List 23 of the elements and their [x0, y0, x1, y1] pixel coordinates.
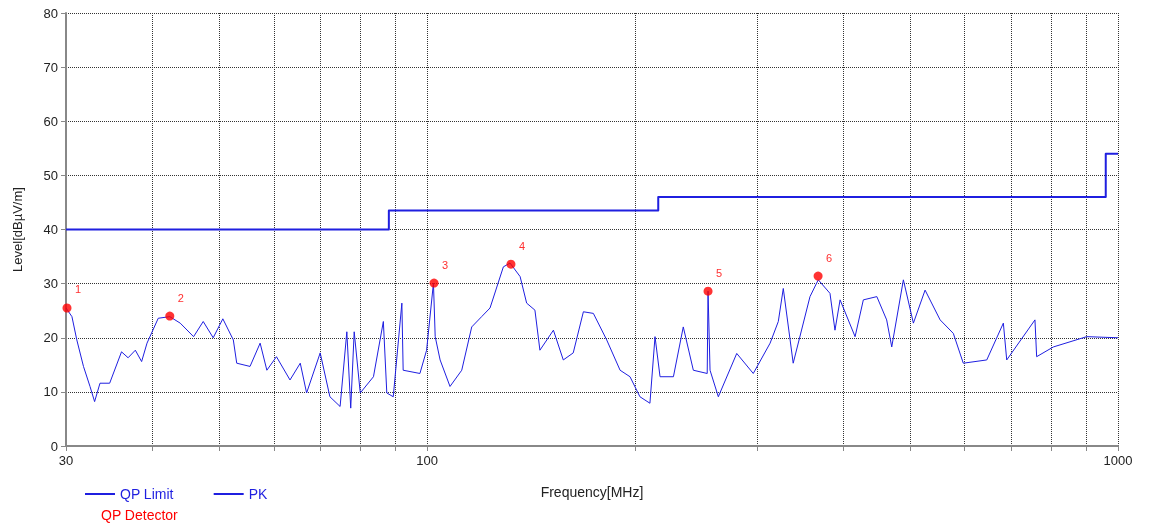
text: QP Detector: [101, 507, 179, 523]
y-tick-label: 0: [50, 438, 58, 454]
annotation: 6: [826, 251, 833, 264]
y-tick-label: 10: [43, 384, 58, 400]
annotation: 3: [442, 258, 449, 271]
y-tick-label: 60: [43, 113, 58, 129]
y-tick-label: 80: [43, 5, 58, 21]
y-tick-label: 30: [43, 276, 58, 292]
legend-label: QP Limit: [120, 486, 174, 502]
annotation: 2: [177, 291, 184, 304]
x-axis-title: Frequency[MHz]: [540, 484, 644, 500]
legend-label: PK: [248, 486, 269, 502]
y-tick-label: 50: [43, 167, 58, 183]
y-tick-label: 70: [43, 59, 58, 75]
annotation: 4: [518, 239, 526, 252]
x-tick-label: 30: [58, 453, 74, 468]
x-tick-label: 100: [416, 453, 439, 468]
y-tick-label: 40: [43, 222, 58, 237]
annotation: 5: [716, 266, 723, 279]
y-tick-label: 20: [43, 330, 58, 346]
y-axis-title: Level[dBµV/m]: [10, 187, 25, 272]
x-tick-label: 1000: [1103, 453, 1133, 468]
annotation: 1: [75, 283, 82, 296]
